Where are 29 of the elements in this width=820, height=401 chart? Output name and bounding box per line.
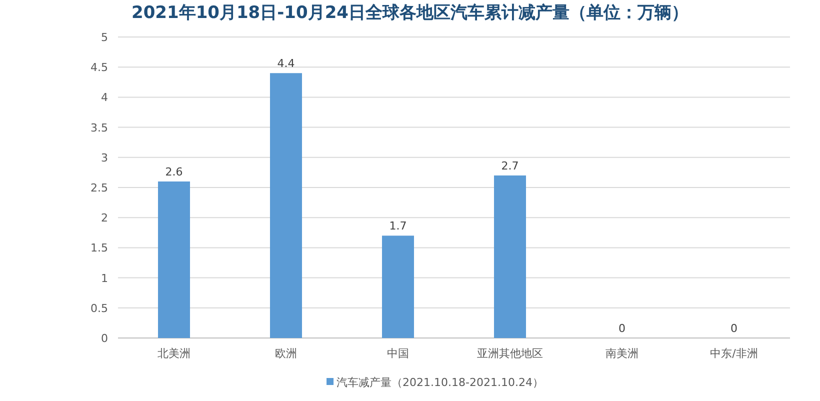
data-label: 0 — [618, 322, 626, 335]
x-tick-label: 欧洲 — [275, 347, 297, 360]
chart-title: 2021年10月18日-10月24日全球各地区汽车累计减产量（单位：万辆） — [132, 3, 688, 23]
y-tick-label: 1.5 — [90, 242, 108, 255]
x-tick-label: 南美洲 — [606, 347, 638, 360]
x-tick-label: 亚洲其他地区 — [477, 347, 543, 360]
data-label: 1.7 — [389, 220, 407, 233]
y-tick-label: 1 — [101, 272, 108, 285]
bar — [494, 175, 526, 338]
data-label: 0 — [730, 322, 738, 335]
bar — [382, 236, 414, 338]
y-tick-label: 3 — [101, 151, 108, 164]
y-tick-label: 5 — [101, 31, 108, 44]
legend-label: 汽车减产量（2021.10.18-2021.10.24） — [336, 376, 544, 389]
data-label: 2.7 — [501, 159, 519, 172]
bar — [270, 73, 302, 338]
y-tick-label: 4 — [101, 91, 108, 104]
y-tick-label: 3.5 — [90, 121, 108, 134]
data-label: 4.4 — [277, 57, 295, 70]
y-tick-label: 4.5 — [90, 61, 108, 74]
x-tick-label: 中东/非洲 — [710, 347, 758, 360]
y-tick-label: 2.5 — [90, 182, 108, 194]
data-label: 2.6 — [165, 165, 183, 178]
y-tick-label: 0 — [101, 332, 108, 345]
x-tick-label: 北美洲 — [158, 347, 190, 360]
bar — [158, 181, 190, 338]
y-tick-label: 2 — [101, 212, 108, 225]
y-tick-label: 0.5 — [90, 302, 108, 315]
x-tick-label: 中国 — [387, 347, 409, 360]
